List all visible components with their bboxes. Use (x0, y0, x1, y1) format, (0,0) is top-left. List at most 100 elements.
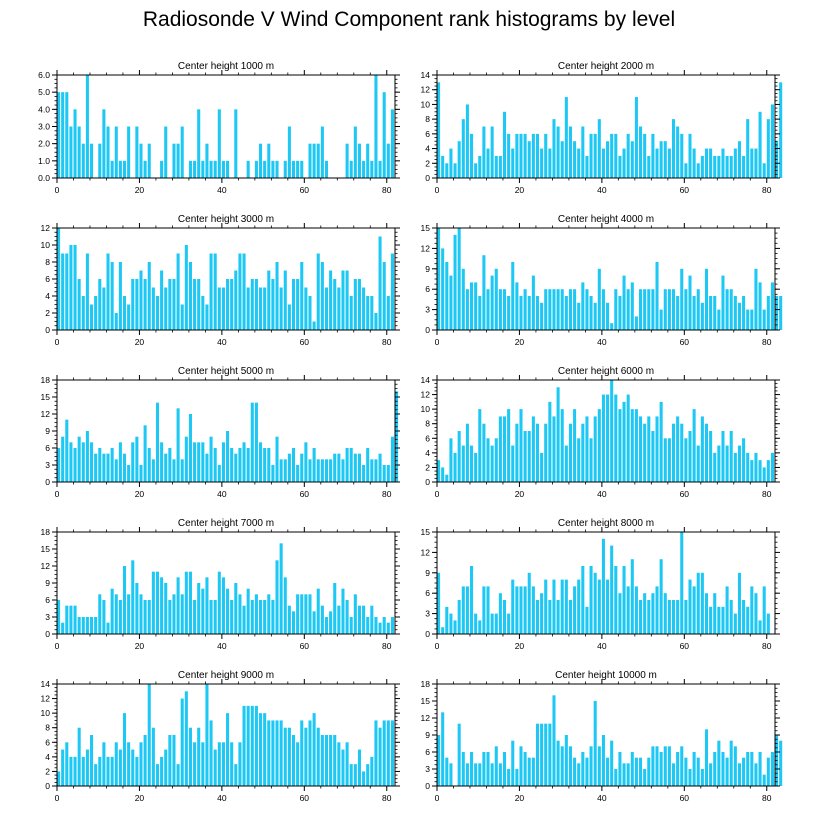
bar (453, 234, 457, 330)
y-tick-label: 12 (421, 547, 431, 557)
bar (585, 155, 589, 178)
x-tick-label: 20 (515, 641, 525, 651)
bar (610, 380, 614, 482)
bar (85, 75, 89, 178)
bar (762, 467, 766, 482)
bar (717, 445, 721, 482)
bar (81, 617, 85, 634)
bar (221, 577, 225, 634)
bar (601, 735, 605, 786)
bar (131, 442, 135, 482)
bar (341, 459, 345, 482)
bar (172, 143, 176, 178)
y-tick-label: 3.0 (38, 122, 50, 132)
bar (160, 756, 164, 786)
bar (680, 532, 684, 634)
panel-7: Center height 8000 m 0 3 6 9 12 15 0 20 40 60 80 (421, 518, 780, 651)
bar (304, 727, 308, 786)
y-tick-label: 0.0 (38, 173, 50, 183)
bar (733, 296, 737, 330)
bar (85, 431, 89, 482)
bar (573, 409, 577, 482)
y-tick-label: 10 (41, 240, 51, 250)
bar (259, 442, 263, 482)
bar (725, 289, 729, 330)
bar (523, 133, 527, 178)
bar (275, 262, 279, 330)
bar (366, 448, 370, 482)
bar (131, 279, 135, 330)
bar (770, 452, 774, 482)
bar (209, 160, 213, 178)
y-tick-label: 3 (425, 305, 430, 315)
bar (581, 566, 585, 634)
bar (453, 620, 457, 634)
bar (437, 735, 441, 786)
bar (564, 445, 568, 482)
bar (267, 270, 271, 330)
bar (246, 705, 250, 786)
bar (122, 713, 127, 786)
y-tick-label: 15 (41, 544, 51, 554)
y-tick-label: 12 (421, 390, 431, 400)
bar (457, 431, 461, 482)
bar (230, 600, 234, 634)
bar (57, 600, 61, 634)
bar (610, 545, 614, 634)
bar (275, 160, 279, 178)
bar (213, 749, 217, 786)
bar (193, 600, 197, 634)
bar (250, 279, 254, 330)
y-tick-label: 9 (425, 568, 430, 578)
x-tick-label: 0 (55, 489, 60, 499)
bar (324, 617, 329, 634)
bar (552, 416, 556, 482)
bar (659, 559, 663, 634)
bar (544, 133, 548, 178)
bar (106, 253, 110, 330)
bar (333, 279, 337, 330)
bar (474, 763, 478, 786)
bar (209, 600, 213, 634)
bar (643, 769, 647, 786)
bar (374, 75, 378, 178)
bar (151, 727, 155, 786)
bar (754, 763, 758, 786)
bar (291, 735, 296, 786)
bar (114, 126, 118, 178)
bar (618, 296, 622, 330)
bar (180, 594, 184, 634)
bar (754, 593, 758, 634)
bar (61, 436, 65, 482)
bar (651, 431, 655, 482)
bar (581, 282, 585, 330)
bar (90, 143, 94, 178)
bar (754, 268, 758, 330)
x-tick-label: 20 (515, 185, 525, 195)
bar (357, 453, 361, 482)
bar (378, 453, 382, 482)
bar (556, 289, 560, 330)
bar (193, 160, 197, 178)
bar (449, 275, 453, 330)
bar (77, 436, 81, 482)
bar (242, 705, 246, 786)
bar (238, 742, 242, 786)
bar (461, 119, 465, 178)
bar (135, 279, 139, 330)
bar (77, 126, 81, 178)
bar (515, 586, 519, 634)
y-tick-label: 2 (45, 308, 50, 318)
bar (300, 160, 304, 178)
bar (188, 414, 192, 482)
bar (308, 296, 312, 330)
panel-title: Center height 6000 m (558, 366, 654, 377)
bar (143, 279, 147, 330)
bar (263, 448, 267, 482)
bar (226, 279, 230, 330)
x-tick-label: 20 (135, 489, 145, 499)
bar (85, 749, 89, 786)
bar (552, 289, 556, 330)
bar (160, 270, 164, 330)
bar (746, 606, 750, 634)
